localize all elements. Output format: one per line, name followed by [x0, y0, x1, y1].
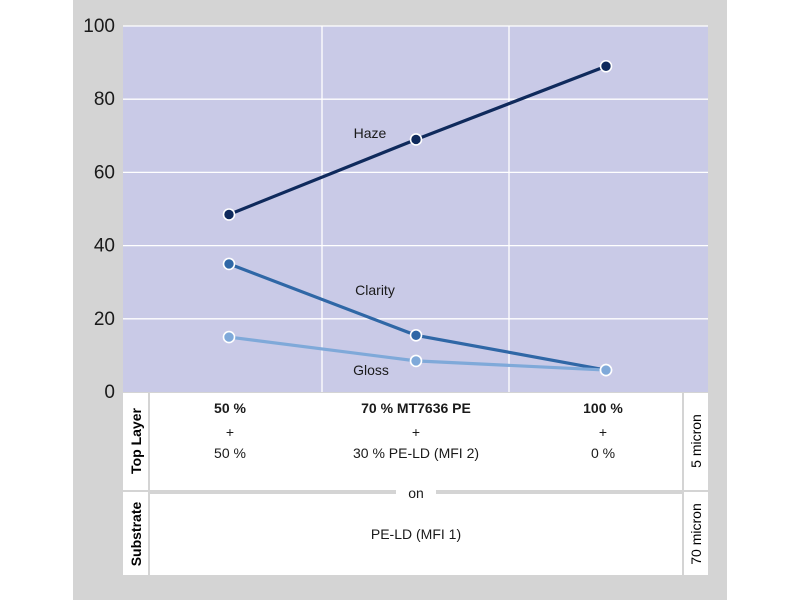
column-1-sub: 50 % [214, 445, 246, 461]
column-2-head: 70 % MT7636 PE [361, 400, 471, 416]
point-gloss-1 [222, 330, 236, 344]
grid-lines [123, 25, 708, 392]
y-tick-label: 20 [94, 309, 115, 330]
series-label-clarity: Clarity [355, 282, 395, 298]
y-tick-label: 40 [94, 236, 115, 257]
y-tick-label: 0 [104, 382, 115, 403]
series-label-gloss: Gloss [353, 362, 389, 378]
series-label-haze: Haze [354, 125, 387, 141]
substrate-thickness-label: 70 micron [688, 503, 704, 565]
substrate-thickness-cell [684, 492, 708, 575]
point-haze-2 [409, 133, 423, 146]
top-thickness-cell [684, 393, 708, 490]
top-layer-header-cell [123, 393, 148, 490]
substrate-header-cell [123, 492, 148, 575]
column-1-head: 50 % [214, 400, 246, 416]
y-tick-label: 100 [83, 16, 115, 37]
point-haze-3 [599, 59, 613, 73]
point-haze-1 [222, 208, 236, 221]
on-label: on [396, 485, 436, 501]
column-3-plus: + [598, 424, 608, 440]
top-layer-values-cell [150, 393, 682, 490]
point-clarity-2 [409, 328, 423, 342]
substrate-label: Substrate [128, 501, 144, 567]
column-2-plus: + [411, 424, 421, 440]
point-gloss-2 [409, 354, 423, 368]
series-labels: Haze Clarity Gloss [353, 125, 395, 378]
column-3-head: 100 % [583, 400, 623, 416]
y-axis-ticks: 0 20 40 60 80 100 [83, 16, 115, 403]
column-2-sub: 30 % PE-LD (MFI 2) [352, 445, 480, 461]
substrate-value: PE-LD (MFI 1) [370, 526, 462, 542]
column-1-plus: + [225, 424, 235, 440]
y-tick-label: 60 [94, 162, 115, 183]
y-tick-label: 80 [94, 89, 115, 110]
column-3-sub: 0 % [590, 445, 616, 461]
substrate-values-cell [150, 492, 682, 575]
series-group [222, 59, 613, 377]
point-gloss-3 [599, 363, 613, 377]
point-clarity-1 [222, 257, 236, 271]
